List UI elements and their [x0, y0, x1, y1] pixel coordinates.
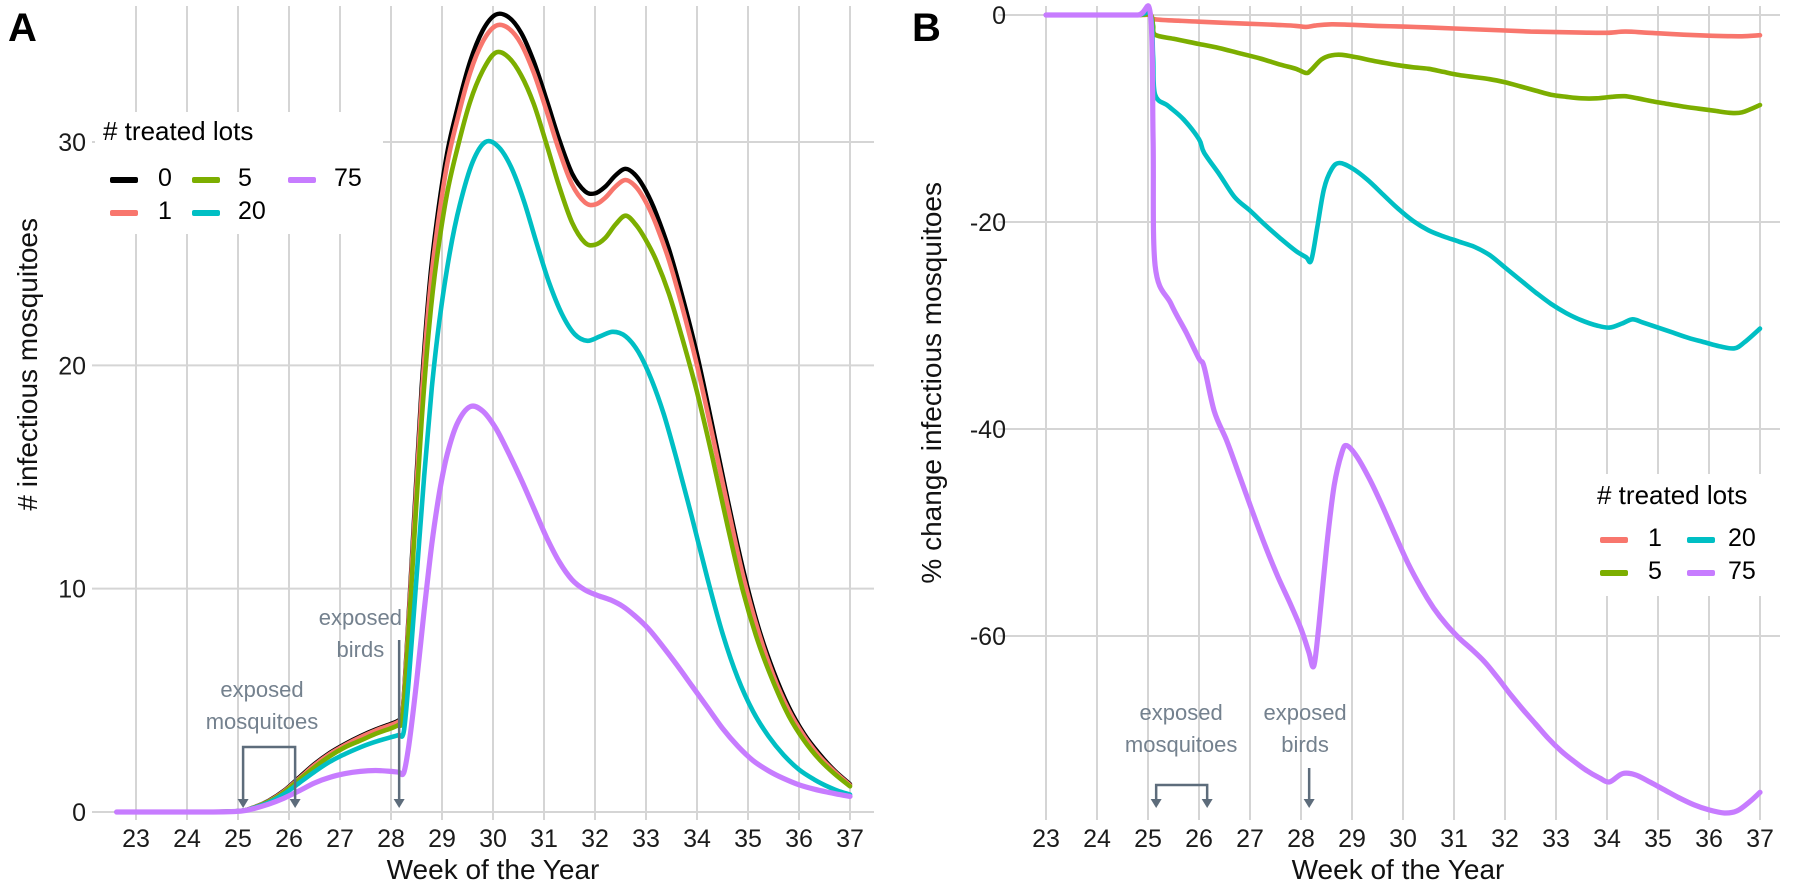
- panel-a-x-axis-title: Week of the Year: [386, 854, 600, 885]
- annotation-text: birds: [337, 637, 385, 662]
- legend-key-line: [192, 210, 220, 216]
- x-tick-label: 30: [1389, 825, 1417, 853]
- legend-b-item-75-label: 75: [1728, 557, 1756, 585]
- annotation-arrowhead: [237, 799, 249, 808]
- panel-b-x-axis-title: Week of the Year: [1291, 854, 1505, 885]
- panel-b-y-axis-title: % change infectious mosquitoes: [916, 182, 947, 584]
- annotation-arrowhead: [1201, 799, 1213, 808]
- x-tick-label: 33: [1542, 825, 1570, 853]
- legend-a-item-5-label: 5: [238, 164, 252, 192]
- legend-key-line: [288, 177, 316, 183]
- legend-key-line: [1600, 570, 1628, 576]
- x-tick-label: 31: [1440, 825, 1468, 853]
- x-tick-label: 26: [275, 825, 303, 853]
- series-line-5: [1043, 11, 1763, 116]
- x-tick-label: 29: [428, 825, 456, 853]
- series-line-5: [114, 49, 853, 815]
- annotation-arrowhead: [1150, 799, 1162, 808]
- x-tick-label: 33: [632, 825, 660, 853]
- x-tick-label: 23: [1032, 825, 1060, 853]
- series-line-75: [1043, 3, 1763, 816]
- x-tick-label: 35: [734, 825, 762, 853]
- x-tick-label: 27: [326, 825, 354, 853]
- legend-b-item-1-label: 1: [1648, 524, 1662, 552]
- annotation-arrowhead: [393, 799, 405, 808]
- x-tick-label: 35: [1644, 825, 1672, 853]
- annotation-text: mosquitoes: [1125, 732, 1238, 757]
- annotation-bracket: [1154, 783, 1209, 800]
- legend-panel-a: # treated lots 0 1 5 20 75: [95, 112, 383, 234]
- y-tick-label: 30: [58, 129, 86, 157]
- annotation-text: birds: [1281, 732, 1329, 757]
- x-tick-label: 32: [581, 825, 609, 853]
- legend-b-title: # treated lots: [1597, 480, 1748, 510]
- x-tick-label: 23: [122, 825, 150, 853]
- x-tick-label: 37: [836, 825, 864, 853]
- annotation-text: exposed: [220, 677, 303, 702]
- legend-key-line: [192, 177, 220, 183]
- legend-key-line: [110, 177, 138, 183]
- legend-b-item-5-label: 5: [1648, 557, 1662, 585]
- y-tick-label: 20: [58, 352, 86, 380]
- legend-key-line: [1687, 570, 1715, 576]
- x-tick-label: 29: [1338, 825, 1366, 853]
- y-tick-label: 0: [72, 799, 86, 827]
- legend-b-item-20-label: 20: [1728, 524, 1756, 552]
- x-tick-label: 36: [785, 825, 813, 853]
- y-tick-label: -40: [970, 416, 1006, 444]
- annotation-text: mosquitoes: [206, 709, 319, 734]
- x-tick-label: 25: [1134, 825, 1162, 853]
- series-line-75: [114, 403, 853, 815]
- legend-key-line: [1687, 537, 1715, 543]
- legend-a-title: # treated lots: [103, 116, 254, 146]
- x-tick-label: 27: [1236, 825, 1264, 853]
- x-tick-label: 32: [1491, 825, 1519, 853]
- x-tick-label: 34: [683, 825, 711, 853]
- annotation-text: exposed: [1140, 700, 1223, 725]
- annotation-text: exposed: [319, 605, 402, 630]
- panel-a-letter: A: [8, 6, 37, 50]
- x-tick-label: 36: [1695, 825, 1723, 853]
- panel-b-letter: B: [912, 6, 941, 50]
- legend-panel-b: # treated lots 1 5 20 75: [1588, 474, 1795, 596]
- annotation-arrowhead: [1303, 799, 1315, 808]
- legend-a-item-1-label: 1: [158, 197, 172, 225]
- x-tick-label: 24: [1083, 825, 1111, 853]
- panel-a-y-axis-title: # infectious mosquitoes: [12, 218, 43, 511]
- series-line-1: [1043, 12, 1763, 39]
- y-tick-label: -60: [970, 623, 1006, 651]
- x-tick-label: 28: [1287, 825, 1315, 853]
- legend-a-item-20-label: 20: [238, 197, 266, 225]
- series-line-20: [114, 138, 853, 815]
- annotation-bracket: [241, 745, 297, 800]
- annotation-text: exposed: [1263, 700, 1346, 725]
- series-line-20: [1043, 9, 1763, 351]
- x-tick-label: 28: [377, 825, 405, 853]
- x-tick-label: 37: [1746, 825, 1774, 853]
- legend-key-line: [1600, 537, 1628, 543]
- x-tick-label: 26: [1185, 825, 1213, 853]
- x-tick-label: 30: [479, 825, 507, 853]
- legend-a-item-75-label: 75: [334, 164, 362, 192]
- legend-key-line: [110, 210, 138, 216]
- x-tick-label: 25: [224, 825, 252, 853]
- x-tick-label: 24: [173, 825, 201, 853]
- legend-a-item-0-label: 0: [158, 164, 172, 192]
- x-tick-label: 34: [1593, 825, 1621, 853]
- y-tick-label: 10: [58, 576, 86, 604]
- x-tick-label: 31: [530, 825, 558, 853]
- y-tick-label: -20: [970, 209, 1006, 237]
- y-tick-label: 0: [992, 2, 1006, 30]
- annotation-arrowhead: [289, 799, 301, 808]
